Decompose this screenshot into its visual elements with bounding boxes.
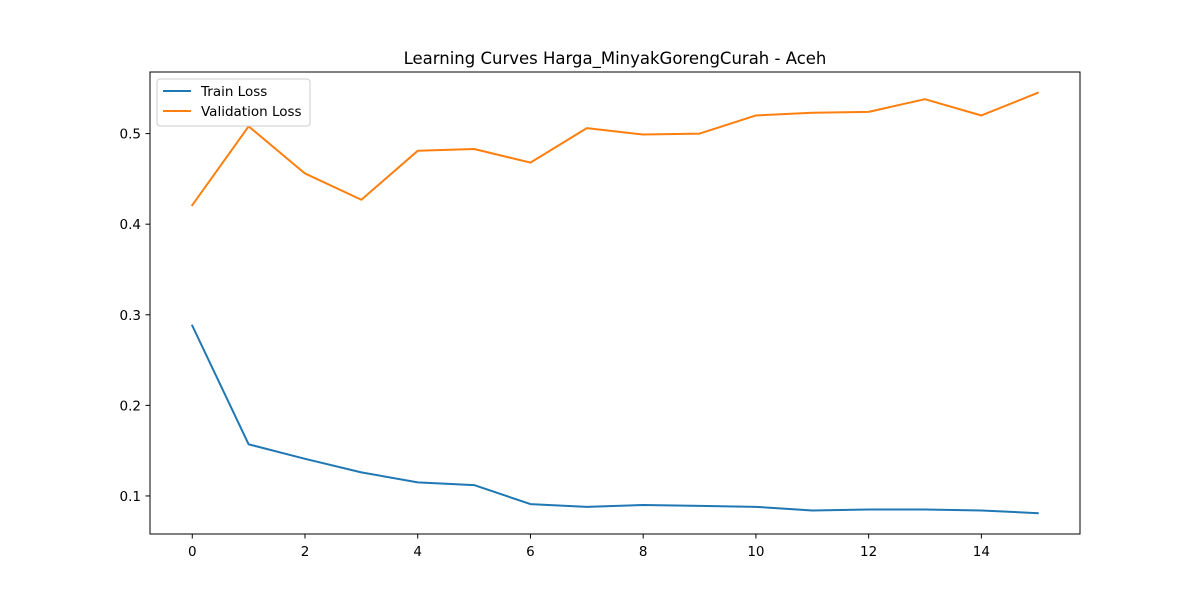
legend: Train Loss Validation Loss [156,78,311,127]
y-tick-label-0.1: 0.1 [120,489,141,505]
data-point-train-loss-8 [642,504,644,506]
data-point-validation-loss-14 [980,114,982,116]
data-point-train-loss-7 [586,506,588,508]
data-point-validation-loss-2 [304,172,306,174]
x-axis: 0 2 4 6 8 10 12 14 [188,534,990,560]
x-tick-label-14: 14 [973,544,990,560]
y-tick-label-0.4: 0.4 [120,217,141,233]
x-tick-label-4: 4 [413,544,422,560]
legend-box [156,78,311,127]
y-tick-label-0.3: 0.3 [120,308,141,324]
data-point-validation-loss-15 [1037,92,1039,94]
x-tick-label-0: 0 [188,544,197,560]
data-point-train-loss-4 [417,481,419,483]
x-tick-label-6: 6 [526,544,535,560]
data-point-train-loss-0 [191,324,193,326]
data-point-train-loss-10 [755,506,757,508]
chart-title: Learning Curves Harga_MinyakGorengCurah … [404,49,827,69]
data-point-validation-loss-11 [811,112,813,114]
legend-label-validation-loss: Validation Loss [201,104,302,120]
data-point-train-loss-14 [980,509,982,511]
data-point-train-loss-12 [867,508,869,510]
x-tick-label-12: 12 [860,544,877,560]
data-point-validation-loss-12 [867,111,869,113]
data-point-train-loss-1 [247,443,249,445]
data-point-validation-loss-0 [191,204,193,206]
y-tick-label-0.5: 0.5 [120,127,141,143]
data-point-train-loss-2 [304,458,306,460]
data-point-train-loss-9 [698,505,700,507]
data-point-validation-loss-7 [586,127,588,129]
x-tick-label-10: 10 [747,544,764,560]
series-line-validation-loss [190,91,1040,207]
data-point-train-loss-5 [473,484,475,486]
data-point-train-loss-6 [529,503,531,505]
data-point-train-loss-11 [811,509,813,511]
data-point-train-loss-3 [360,471,362,473]
axes-frame [149,71,1081,535]
plot-layer [190,91,1040,515]
y-tick-label-0.2: 0.2 [120,398,141,414]
x-tick-label-2: 2 [301,544,310,560]
y-axis: 0.1 0.2 0.3 0.4 0.5 [120,127,150,505]
x-tick-label-8: 8 [639,544,648,560]
data-point-train-loss-15 [1037,512,1039,514]
data-point-validation-loss-10 [755,114,757,116]
data-point-validation-loss-6 [529,161,531,163]
data-point-validation-loss-3 [360,199,362,201]
data-point-validation-loss-9 [698,132,700,134]
legend-label-train-loss: Train Loss [200,84,267,100]
data-point-validation-loss-13 [924,98,926,100]
data-point-validation-loss-8 [642,133,644,135]
data-point-train-loss-13 [924,508,926,510]
series-line-train-loss [190,324,1039,515]
data-point-validation-loss-5 [473,148,475,150]
data-point-validation-loss-4 [417,150,419,152]
